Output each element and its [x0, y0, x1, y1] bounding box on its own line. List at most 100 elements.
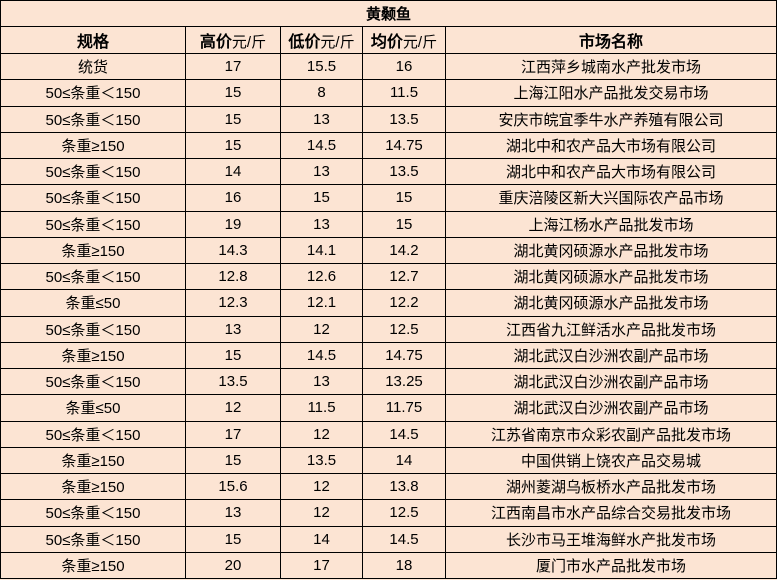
- cell-market: 湖北武汉白沙洲农副产品市场: [445, 367, 777, 396]
- cell-market: 湖北黄冈硕源水产品批发市场: [445, 236, 777, 265]
- cell-spec: 条重≤50: [0, 394, 186, 422]
- cell-spec: 50≤条重＜150: [0, 525, 186, 553]
- cell-avg: 14.75: [362, 131, 446, 160]
- cell-spec: 50≤条重＜150: [0, 420, 186, 448]
- cell-high: 16: [185, 184, 281, 212]
- cell-spec: 50≤条重＜150: [0, 157, 186, 186]
- cell-high: 13: [185, 315, 281, 343]
- cell-spec: 统货: [0, 52, 186, 81]
- cell-avg: 11.5: [362, 79, 446, 107]
- cell-market: 江西萍乡城南水产批发市场: [445, 52, 777, 81]
- header-row: 规格 高价元/斤 低价元/斤 均价元/斤 市场名称: [0, 26, 777, 54]
- cell-market: 上海江阳水产品批发交易市场: [445, 79, 777, 107]
- cell-market: 江西省九江鲜活水产品批发市场: [445, 315, 777, 343]
- cell-avg: 11.75: [362, 394, 446, 422]
- table-row: 50≤条重＜150 15 14 14.5 长沙市马王堆海鲜水产批发市场: [0, 525, 777, 553]
- cell-high: 13: [185, 499, 281, 527]
- cell-market: 湖北黄冈硕源水产品批发市场: [445, 289, 777, 317]
- cell-high: 17: [185, 52, 281, 81]
- cell-spec: 50≤条重＜150: [0, 262, 186, 291]
- cell-avg: 12.7: [362, 262, 446, 291]
- cell-avg: 15: [362, 184, 446, 212]
- table-row: 条重≥150 20 17 18 厦门市水产品批发市场: [0, 551, 777, 580]
- header-unit: 元/斤: [402, 34, 438, 51]
- table-row: 50≤条重＜150 16 15 15 重庆涪陵区新大兴国际农产品市场: [0, 184, 777, 212]
- header-avg-label: 均价: [370, 34, 403, 51]
- table-row: 50≤条重＜150 13 12 12.5 江西南昌市水产品综合交易批发市场: [0, 499, 777, 527]
- cell-spec: 50≤条重＜150: [0, 210, 186, 238]
- cell-market: 长沙市马王堆海鲜水产批发市场: [445, 525, 777, 553]
- cell-avg: 13.25: [362, 367, 446, 396]
- table-row: 50≤条重＜150 15 13 13.5 安庆市皖宜季牛水产养殖有限公司: [0, 105, 777, 133]
- cell-low: 13: [280, 367, 363, 396]
- cell-avg: 16: [362, 52, 446, 81]
- cell-market: 湖北武汉白沙洲农副产品市场: [445, 341, 777, 370]
- cell-spec: 50≤条重＜150: [0, 79, 186, 107]
- cell-market: 湖北中和农产品大市场有限公司: [445, 131, 777, 160]
- cell-spec: 条重≥150: [0, 236, 186, 265]
- table-row: 50≤条重＜150 15 8 11.5 上海江阳水产品批发交易市场: [0, 79, 777, 107]
- cell-avg: 14.2: [362, 236, 446, 265]
- cell-spec: 条重≥150: [0, 472, 186, 501]
- cell-low: 14: [280, 525, 363, 553]
- table-row: 条重≤50 12.3 12.1 12.2 湖北黄冈硕源水产品批发市场: [0, 289, 777, 317]
- cell-low: 11.5: [280, 394, 363, 422]
- cell-market: 江西南昌市水产品综合交易批发市场: [445, 499, 777, 527]
- cell-avg: 12.5: [362, 499, 446, 527]
- cell-high: 15: [185, 341, 281, 370]
- table-row: 50≤条重＜150 13 12 12.5 江西省九江鲜活水产品批发市场: [0, 315, 777, 343]
- cell-avg: 14.5: [362, 420, 446, 448]
- cell-spec: 50≤条重＜150: [0, 367, 186, 396]
- cell-high: 15: [185, 105, 281, 133]
- cell-avg: 14.5: [362, 525, 446, 553]
- header-low: 低价元/斤: [280, 26, 363, 54]
- cell-low: 15: [280, 184, 363, 212]
- cell-low: 12: [280, 472, 363, 501]
- cell-market: 安庆市皖宜季牛水产养殖有限公司: [445, 105, 777, 133]
- cell-avg: 12.5: [362, 315, 446, 343]
- cell-low: 14.5: [280, 131, 363, 160]
- cell-low: 14.5: [280, 341, 363, 370]
- cell-high: 17: [185, 420, 281, 448]
- cell-high: 15.6: [185, 472, 281, 501]
- cell-low: 12: [280, 420, 363, 448]
- cell-low: 17: [280, 551, 363, 580]
- cell-avg: 14: [362, 446, 446, 475]
- header-high: 高价元/斤: [185, 26, 281, 54]
- cell-high: 15: [185, 525, 281, 553]
- table-row: 条重≥150 15 13.5 14 中国供销上饶农产品交易城: [0, 446, 777, 475]
- cell-low: 14.1: [280, 236, 363, 265]
- cell-market: 江苏省南京市众彩农副产品批发市场: [445, 420, 777, 448]
- table-row: 统货 17 15.5 16 江西萍乡城南水产批发市场: [0, 52, 777, 81]
- table-row: 条重≥150 15 14.5 14.75 湖北武汉白沙洲农副产品市场: [0, 341, 777, 370]
- table-row: 条重≥150 15.6 12 13.8 湖州菱湖乌板桥水产品批发市场: [0, 472, 777, 501]
- cell-spec: 50≤条重＜150: [0, 184, 186, 212]
- cell-market: 湖北中和农产品大市场有限公司: [445, 157, 777, 186]
- cell-avg: 14.75: [362, 341, 446, 370]
- cell-low: 12: [280, 315, 363, 343]
- cell-low: 12.6: [280, 262, 363, 291]
- cell-high: 12.3: [185, 289, 281, 317]
- cell-market: 厦门市水产品批发市场: [445, 551, 777, 580]
- table-row: 50≤条重＜150 19 13 15 上海江杨水产品批发市场: [0, 210, 777, 238]
- cell-avg: 18: [362, 551, 446, 580]
- table-row: 条重≥150 14.3 14.1 14.2 湖北黄冈硕源水产品批发市场: [0, 236, 777, 265]
- cell-spec: 条重≥150: [0, 446, 186, 475]
- cell-avg: 13.5: [362, 157, 446, 186]
- cell-spec: 50≤条重＜150: [0, 499, 186, 527]
- cell-spec: 条重≥150: [0, 131, 186, 160]
- cell-avg: 12.2: [362, 289, 446, 317]
- cell-high: 15: [185, 79, 281, 107]
- table-row: 条重≥150 15 14.5 14.75 湖北中和农产品大市场有限公司: [0, 131, 777, 160]
- header-high-label: 高价: [199, 34, 232, 51]
- table-row: 50≤条重＜150 12.8 12.6 12.7 湖北黄冈硕源水产品批发市场: [0, 262, 777, 291]
- cell-high: 14: [185, 157, 281, 186]
- header-unit: 元/斤: [231, 34, 267, 51]
- header-low-label: 低价: [288, 34, 321, 51]
- table-row: 50≤条重＜150 13.5 13 13.25 湖北武汉白沙洲农副产品市场: [0, 367, 777, 396]
- header-unit: 元/斤: [320, 34, 355, 51]
- header-avg: 均价元/斤: [362, 26, 446, 54]
- cell-spec: 50≤条重＜150: [0, 315, 186, 343]
- cell-high: 13.5: [185, 367, 281, 396]
